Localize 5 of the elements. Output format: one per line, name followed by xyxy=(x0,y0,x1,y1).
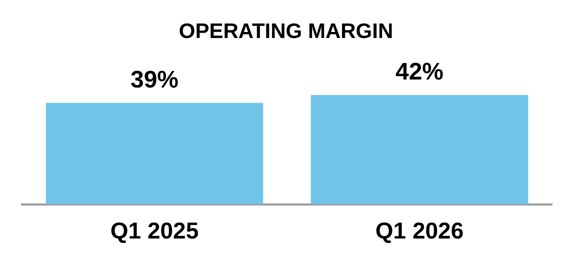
chart-title: OPERATING MARGIN xyxy=(178,20,394,43)
data-label: 39% xyxy=(130,66,179,94)
x-tick-label: Q1 2026 xyxy=(375,218,464,244)
data-label: 42% xyxy=(395,58,444,86)
x-tick-label: Q1 2025 xyxy=(110,218,199,244)
